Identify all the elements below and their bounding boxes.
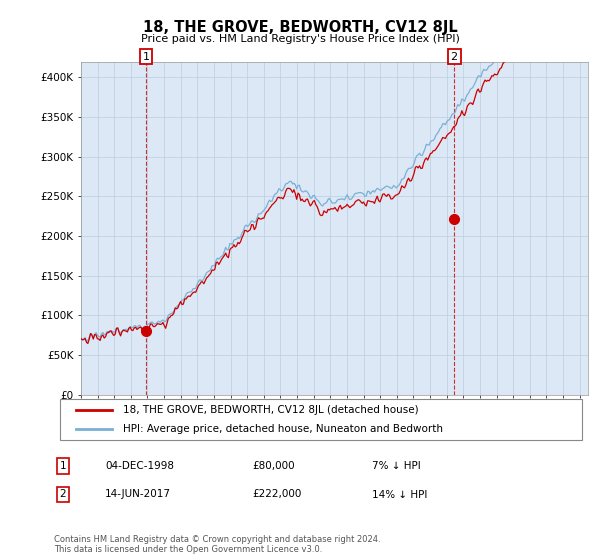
Text: Contains HM Land Registry data © Crown copyright and database right 2024.
This d: Contains HM Land Registry data © Crown c… [54, 535, 380, 554]
Text: 2: 2 [451, 52, 458, 62]
Text: 04-DEC-1998: 04-DEC-1998 [105, 461, 174, 471]
Text: 2: 2 [59, 489, 67, 500]
Text: 14-JUN-2017: 14-JUN-2017 [105, 489, 171, 500]
Text: 18, THE GROVE, BEDWORTH, CV12 8JL (detached house): 18, THE GROVE, BEDWORTH, CV12 8JL (detac… [122, 405, 418, 415]
Text: 18, THE GROVE, BEDWORTH, CV12 8JL: 18, THE GROVE, BEDWORTH, CV12 8JL [143, 20, 457, 35]
Text: £222,000: £222,000 [252, 489, 301, 500]
Text: Price paid vs. HM Land Registry's House Price Index (HPI): Price paid vs. HM Land Registry's House … [140, 34, 460, 44]
Text: 1: 1 [143, 52, 149, 62]
FancyBboxPatch shape [60, 399, 582, 440]
Text: 7% ↓ HPI: 7% ↓ HPI [372, 461, 421, 471]
Text: 14% ↓ HPI: 14% ↓ HPI [372, 489, 427, 500]
Text: HPI: Average price, detached house, Nuneaton and Bedworth: HPI: Average price, detached house, Nune… [122, 424, 443, 433]
Text: 1: 1 [59, 461, 67, 471]
Text: £80,000: £80,000 [252, 461, 295, 471]
